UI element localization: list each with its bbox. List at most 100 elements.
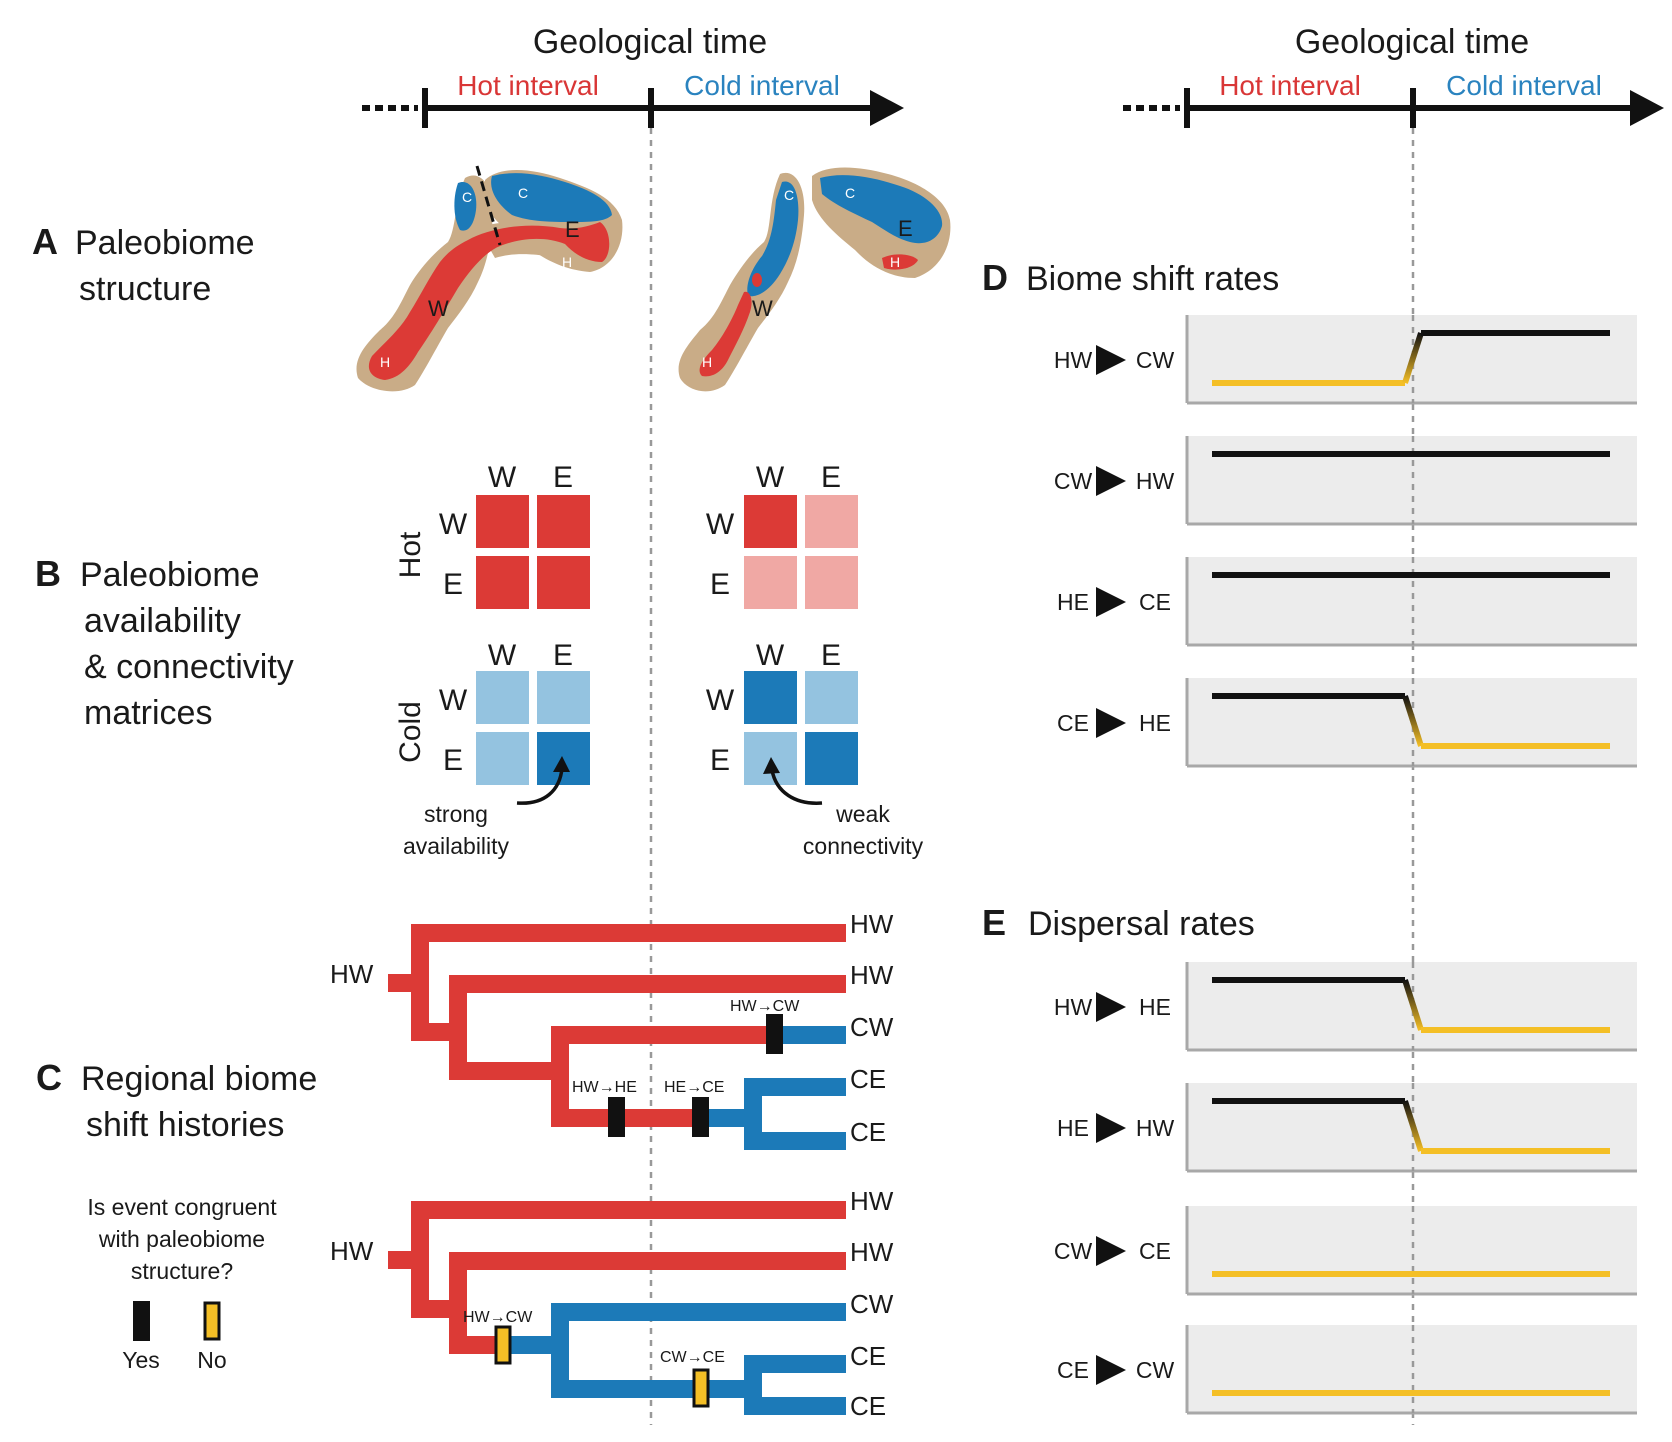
- tree-bottom-event-hw-cw: [494, 1325, 512, 1365]
- matrix-cold-cold-cell-we: [805, 671, 858, 724]
- matrices-hot-interval: W E W E Hot W E W E Cold strong availabi…: [394, 461, 590, 859]
- dispersal-from-label: CW: [1054, 1238, 1093, 1264]
- matrix-hot-row-e: E: [443, 568, 463, 601]
- strong-availability-line2: availability: [403, 833, 510, 859]
- tree-top-event-he-ce: [692, 1097, 709, 1137]
- legend-question-line3: structure?: [131, 1258, 233, 1284]
- panel-a-line2: structure: [79, 270, 211, 308]
- legend: Is event congruent with paleobiome struc…: [87, 1194, 277, 1373]
- matrix-hot-cell-ee: [537, 556, 590, 609]
- matrix-hot-cold-col-w: W: [488, 639, 517, 672]
- map-cold-label-h-west: H: [702, 354, 712, 370]
- timeline-arrowhead-right: [1630, 90, 1664, 126]
- legend-no-label: No: [197, 1347, 226, 1373]
- weak-connectivity-arrowhead: [763, 757, 780, 774]
- legend-question-line1: Is event congruent: [87, 1194, 277, 1220]
- panel-d-label: D Biome shift rates: [982, 257, 1279, 298]
- biome-shift-to-label: HE: [1139, 710, 1171, 736]
- matrix-hot-cold-cell-ee: [537, 732, 590, 785]
- map-barrier: [475, 165, 502, 246]
- matrix-cold-row-w: W: [706, 508, 735, 541]
- tree-bottom-labels: HW HW HW CW CE CE: [330, 1186, 894, 1421]
- panel-b-line2: availability: [84, 602, 241, 640]
- matrix-hot-cell-ww: [476, 495, 529, 548]
- matrix-cold-row-e: E: [710, 568, 730, 601]
- biome-shift-to-label: CE: [1139, 589, 1171, 615]
- matrix-cold-cold-col-e: E: [821, 639, 841, 672]
- weak-connectivity-line2: connectivity: [803, 833, 924, 859]
- panel-a-line1: Paleobiome: [75, 224, 255, 262]
- biome-shift-from-label: CW: [1054, 468, 1093, 494]
- tree-top-event-hw-cw-label: HW→CW: [730, 998, 800, 1015]
- biome-shift-to-label: HW: [1136, 468, 1175, 494]
- legend-yes-swatch: [133, 1301, 150, 1341]
- panel-e-title: Dispersal rates: [1028, 905, 1255, 943]
- tree-top-leaf5-label: CE: [850, 1117, 886, 1147]
- tree-bottom-leaf3-label: CW: [850, 1289, 894, 1319]
- panel-e-label: E Dispersal rates: [982, 902, 1255, 943]
- biome-shift-to-label: CW: [1136, 347, 1175, 373]
- matrix-cold-col-e: E: [821, 461, 841, 494]
- dispersal-to-label: HE: [1139, 994, 1171, 1020]
- map-cold-red-west: [699, 291, 752, 377]
- dispersal-row-cw-ce: CW CE: [1054, 1206, 1637, 1296]
- tree-top-event-hw-cw: [766, 1014, 783, 1054]
- matrix-hot-cold-cell-we: [537, 671, 590, 724]
- tree-bottom-root-label: HW: [330, 1236, 374, 1266]
- matrix-hot-cold-col-e: E: [553, 639, 573, 672]
- matrix-cold-hot-cell-ww: [744, 495, 797, 548]
- tree-bottom-leaf1-label: HW: [850, 1186, 894, 1216]
- map-hot-red: [368, 222, 610, 380]
- dispersal-from-label: HE: [1057, 1115, 1089, 1141]
- matrix-hot-cell-we: [537, 495, 590, 548]
- tree-bottom: [388, 1201, 846, 1415]
- matrix-hot-cold-cell-ww: [476, 671, 529, 724]
- map-cold-label-e: E: [898, 216, 913, 241]
- biome-shift-rate-rows: HW CW CW HW HE CE CE HE: [1054, 315, 1637, 768]
- map-hot-label-h-east: H: [562, 254, 572, 270]
- biome-shift-from-label: HW: [1054, 347, 1093, 373]
- tree-bottom-event-hw-cw-label: HW→CW: [463, 1309, 533, 1326]
- tree-top: [388, 924, 846, 1150]
- panel-b-line3: & connectivity: [84, 648, 294, 686]
- matrix-hot-col-e: E: [553, 461, 573, 494]
- dispersal-rate-line-shift: [1402, 1100, 1424, 1152]
- map-hot: C C E H W H: [356, 165, 623, 392]
- panel-c-label: C Regional biome shift histories: [36, 1057, 317, 1144]
- map-cold-red-spot: [752, 273, 762, 287]
- biome-shift-row-he-ce: HE CE: [1057, 557, 1637, 647]
- tree-top-leaf1-label: HW: [850, 909, 894, 939]
- map-cold-label-w: W: [752, 296, 773, 321]
- tree-top-event-hw-he-label: HW→HE: [572, 1079, 637, 1096]
- map-hot-label-e: E: [565, 217, 580, 242]
- weak-connectivity-arrow: [770, 769, 823, 805]
- dispersal-to-label: CE: [1139, 1238, 1171, 1264]
- tree-bottom-leaf4-label: CE: [850, 1341, 886, 1371]
- matrix-hot-cold-cell-ew: [476, 732, 529, 785]
- legend-yes-label: Yes: [122, 1347, 160, 1373]
- dispersal-to-label: HW: [1136, 1115, 1175, 1141]
- panel-b-label: B Paleobiome availability & connectivity…: [35, 553, 294, 732]
- dispersal-row-he-hw: HE HW: [1057, 1083, 1637, 1173]
- biome-shift-row-ce-he: CE HE: [1057, 678, 1637, 768]
- panel-e-letter: E: [982, 902, 1006, 943]
- map-cold-blue-west: [747, 181, 799, 297]
- tree-top-leaf4-label: CE: [850, 1064, 886, 1094]
- dispersal-row-hw-he: HW HE: [1054, 962, 1637, 1052]
- panel-b-line4: matrices: [84, 694, 212, 732]
- matrix-cold-hot-cell-ew: [744, 556, 797, 609]
- panel-b-letter: B: [35, 553, 61, 594]
- panel-c-line1: Regional biome: [81, 1060, 317, 1098]
- timeline-title: Geological time: [533, 23, 767, 61]
- map-hot-blue-east: [491, 173, 612, 222]
- matrix-hot-label: Hot: [394, 531, 427, 578]
- tree-top-event-he-ce-label: HE→CE: [664, 1079, 724, 1096]
- matrix-hot-cold-row-w: W: [439, 684, 468, 717]
- panel-d-title: Biome shift rates: [1026, 260, 1279, 298]
- dispersal-rate-line-shift: [1402, 979, 1424, 1031]
- tree-top-labels: HW HW HW CW CE CE: [330, 909, 894, 1147]
- legend-question-line2: with paleobiome: [98, 1226, 265, 1252]
- weak-connectivity-line1: weak: [835, 801, 890, 827]
- panel-b-line1: Paleobiome: [80, 556, 260, 594]
